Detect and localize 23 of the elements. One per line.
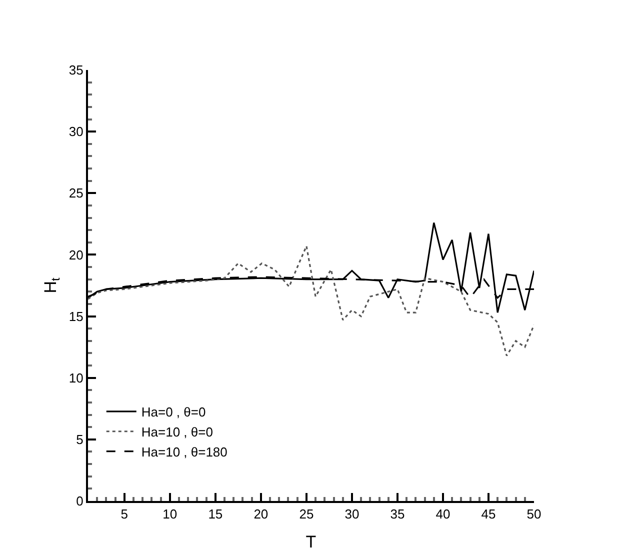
line-series: [88, 245, 534, 356]
x-tick-label: 20: [254, 506, 268, 522]
y-tick-label: 0: [76, 494, 84, 509]
y-tick-label: 30: [68, 124, 84, 140]
y-tick-label: 35: [68, 62, 84, 78]
x-tick-label: 15: [208, 506, 223, 522]
x-tick-label: 45: [481, 506, 496, 522]
x-tick-label: 30: [344, 506, 360, 522]
x-tick-label: 40: [436, 506, 450, 522]
y-tick-label: 5: [76, 432, 84, 447]
x-tick-label: 5: [120, 506, 128, 522]
x-axis-title: T: [306, 532, 316, 552]
x-tick-label: 25: [299, 506, 314, 522]
y-tick-label: 25: [68, 186, 84, 201]
x-tick-label: 35: [390, 506, 405, 522]
y-tick-label: 15: [68, 308, 84, 324]
y-tick-label: 20: [68, 247, 84, 262]
x-tick-label: 10: [162, 506, 178, 522]
legend-label: Ha=10 , θ=180: [141, 444, 228, 460]
legend-label: Ha=0 , θ=0: [141, 404, 206, 420]
y-tick-label: 10: [68, 370, 84, 386]
x-tick-label: 50: [526, 506, 542, 522]
legend-label: Ha=10 , θ=0: [141, 424, 213, 440]
